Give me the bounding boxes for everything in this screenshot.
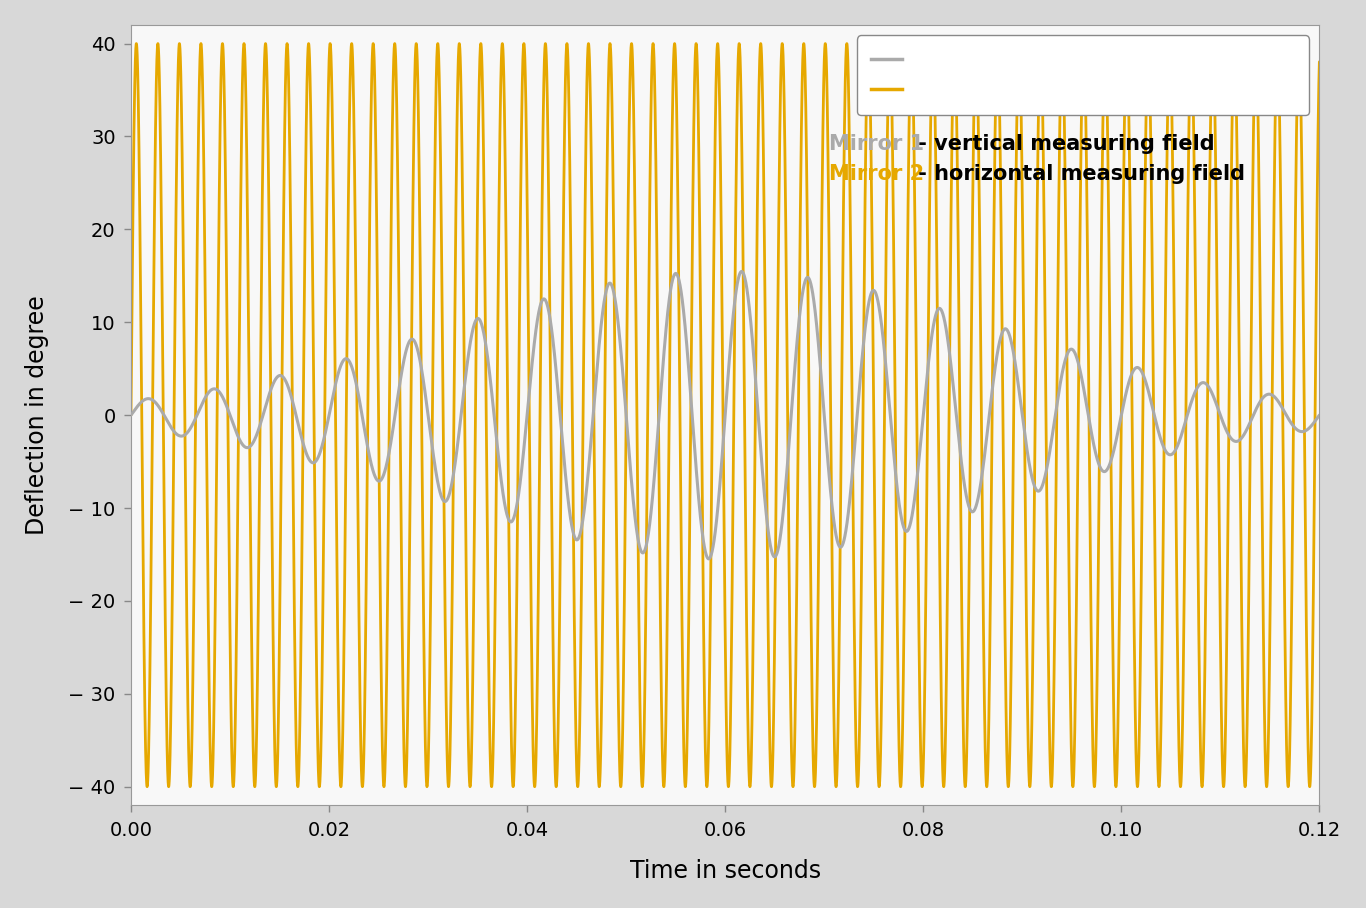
Text: - vertical measuring field: - vertical measuring field — [911, 134, 1214, 154]
Text: Mirror 2: Mirror 2 — [829, 164, 925, 184]
Y-axis label: Deflection in degree: Deflection in degree — [25, 295, 49, 535]
Text: - horizontal measuring field: - horizontal measuring field — [911, 164, 1244, 184]
Text: Mirror 1: Mirror 1 — [829, 134, 925, 154]
X-axis label: Time in seconds: Time in seconds — [630, 859, 821, 883]
Legend: Mirror 1 - vertical measuring field, Mirror 2 - horizontal measuring field: Mirror 1 - vertical measuring field, Mir… — [856, 35, 1309, 115]
